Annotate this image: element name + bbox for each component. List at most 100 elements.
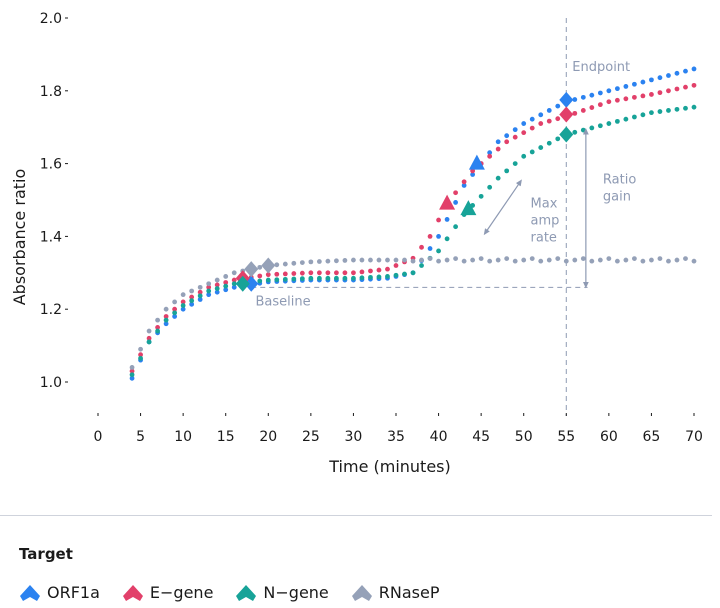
data-point — [206, 292, 212, 298]
data-point — [504, 168, 510, 174]
data-point — [197, 284, 203, 290]
data-point — [351, 275, 356, 281]
data-point — [683, 256, 688, 262]
data-point — [282, 276, 288, 282]
data-point — [546, 257, 552, 263]
x-tick-label: 65 — [643, 429, 661, 445]
data-point — [351, 270, 356, 276]
legend-divider — [0, 515, 712, 516]
legend-item: N−gene — [235, 583, 329, 602]
data-point — [316, 275, 322, 281]
data-point — [342, 275, 348, 281]
max-amp-arrow — [483, 179, 522, 236]
data-point — [402, 271, 407, 277]
data-point — [606, 99, 612, 105]
data-point — [172, 306, 178, 312]
data-point — [674, 106, 680, 112]
data-point — [597, 102, 603, 108]
data-point — [640, 93, 646, 99]
diamond-marker — [235, 275, 250, 292]
data-point — [555, 103, 561, 109]
data-point — [597, 257, 603, 263]
data-point — [129, 365, 135, 370]
legend-item: E−gene — [122, 583, 213, 602]
data-point — [334, 258, 339, 264]
data-point — [206, 288, 212, 294]
data-point — [606, 121, 612, 126]
data-point — [623, 257, 629, 263]
data-point — [487, 153, 493, 159]
data-point — [521, 130, 527, 136]
data-point — [180, 299, 186, 305]
series-orf1a — [129, 66, 697, 381]
data-point — [538, 145, 544, 150]
data-point — [453, 200, 458, 205]
data-point — [657, 75, 663, 81]
series-rnasep — [129, 256, 697, 370]
data-point — [538, 258, 544, 264]
data-point — [376, 257, 382, 263]
legend-title: Target — [19, 545, 73, 563]
data-point — [487, 150, 493, 156]
data-point — [325, 275, 331, 281]
data-point — [589, 125, 595, 131]
data-point — [427, 256, 433, 262]
data-point — [231, 270, 237, 276]
y-axis: 1.0 1.2 1.4 1.6 1.8 2.0 — [40, 11, 68, 391]
data-point — [376, 267, 382, 273]
data-point — [546, 118, 552, 124]
data-point — [257, 264, 263, 270]
x-tick-label: 25 — [302, 429, 320, 445]
data-point — [163, 321, 169, 327]
chart-plot: 1.0 1.2 1.4 1.6 1.8 2.0 0 5 10 15 20 25 30 35 40 45 50 5… — [10, 11, 703, 476]
x-tick-label: 45 — [472, 429, 490, 445]
x-tick-label: 55 — [557, 429, 575, 445]
data-point — [206, 284, 212, 290]
data-point — [155, 328, 161, 334]
data-point — [649, 77, 654, 83]
data-point — [427, 234, 433, 239]
x-tick-label: 10 — [174, 429, 192, 445]
data-point — [419, 263, 424, 268]
data-point — [265, 277, 271, 283]
data-point — [512, 161, 518, 167]
data-point — [299, 276, 305, 282]
max-amp-label: rate — [531, 230, 557, 245]
x-axis: 0 5 10 15 20 25 30 35 40 45 50 55 60 65 70 — [94, 413, 703, 445]
data-point — [197, 289, 203, 295]
y-tick-label: 1.2 — [40, 302, 62, 318]
data-point — [640, 112, 646, 118]
data-point — [512, 258, 518, 264]
data-point — [495, 146, 501, 152]
y-tick-label: 1.8 — [40, 84, 62, 100]
data-point — [129, 368, 135, 374]
data-point — [342, 258, 348, 263]
data-point — [572, 257, 578, 263]
data-point — [197, 293, 203, 299]
triangle-marker — [439, 194, 456, 210]
data-point — [146, 335, 152, 341]
data-point — [223, 287, 229, 293]
data-point — [206, 281, 212, 287]
data-point — [580, 256, 586, 262]
data-point — [163, 317, 169, 323]
data-point — [129, 372, 135, 378]
data-point — [504, 256, 510, 262]
data-point — [597, 123, 603, 129]
data-point — [214, 282, 220, 288]
data-point — [146, 339, 152, 345]
data-point — [351, 257, 356, 263]
legend-marker-icon — [351, 584, 372, 601]
data-point — [666, 108, 671, 113]
data-point — [495, 139, 501, 145]
data-point — [368, 268, 373, 274]
legend-marker-icon — [20, 584, 40, 601]
data-point — [632, 256, 637, 262]
max-amp-label: Max — [531, 196, 558, 211]
y-tick-label: 2.0 — [40, 11, 62, 27]
data-point — [495, 175, 501, 181]
data-point — [691, 258, 697, 264]
data-point — [580, 108, 586, 113]
data-point — [572, 129, 578, 135]
data-point — [640, 258, 646, 264]
